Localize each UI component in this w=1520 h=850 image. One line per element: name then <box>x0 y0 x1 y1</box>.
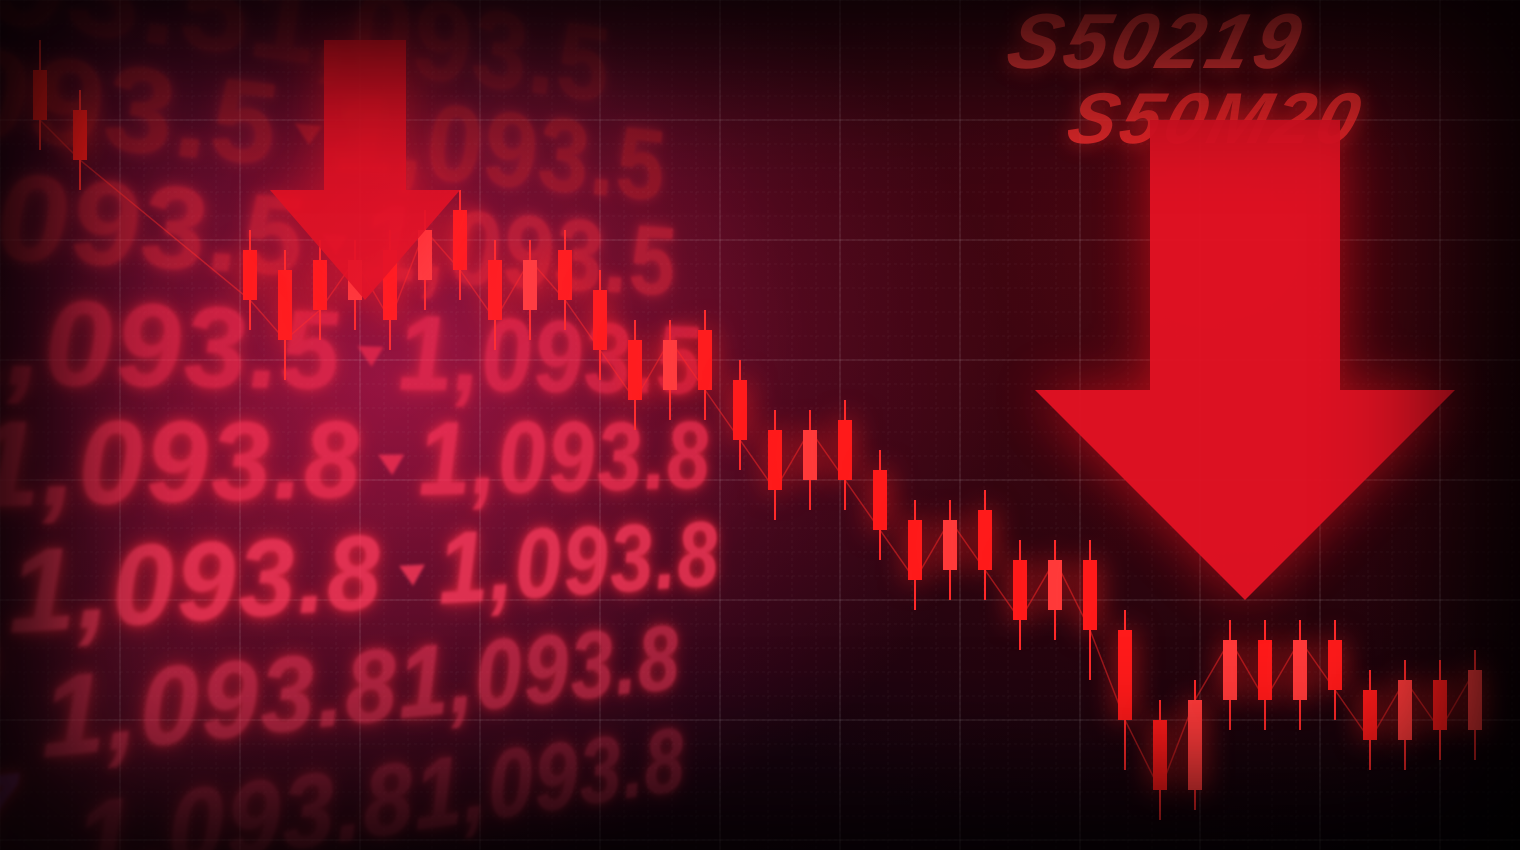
ticker-label: 1,093.8 <box>7 514 385 660</box>
ticker-value: 1,093.5 <box>394 291 705 414</box>
down-triangle-icon <box>399 564 426 586</box>
ticker-value: 1,093.8 <box>412 711 689 850</box>
down-arrow-icon <box>1035 120 1455 600</box>
ticker-value: 1,093.5 <box>359 179 680 316</box>
index-symbol: S50M20 <box>1060 78 1373 160</box>
ticker-row: 1,093.81,093.8 <box>73 710 689 850</box>
ticker-label: 1,093.8 <box>40 628 401 783</box>
ticker-label: 1,093.8 <box>0 397 364 534</box>
stock-crash-graphic: 1,093.51,093.51,093.51,093.51,093.51,093… <box>0 0 1520 850</box>
ticker-label: 1,093.5 <box>0 2 280 191</box>
ticker-row: 1,093.81,093.8 <box>40 606 683 786</box>
ticker-value: 1,093.5 <box>332 68 668 223</box>
down-triangle-icon <box>321 234 348 256</box>
ticker-row: 1,093.8 1,093.8 <box>7 502 723 662</box>
ticker-label: 1,093.5 <box>0 136 307 300</box>
ticker-row: 1,093.8 1,093.8 <box>0 396 714 537</box>
ticker-value: 1,093.8 <box>396 607 684 741</box>
ticker-value: 1,093.8 <box>415 401 714 519</box>
ticker-label: 1,093.5 <box>0 0 252 82</box>
left-index-number: 17 <box>0 752 20 850</box>
ticker-row: 1,093.51,093.5 <box>0 0 669 225</box>
down-arrow-icon <box>270 40 460 300</box>
index-symbol: S50219 <box>999 0 1315 87</box>
ticker-label: 1,093.8 <box>73 743 417 850</box>
ticker-value: 1,093.5 <box>248 0 614 126</box>
ticker-board: 1,093.51,093.51,093.51,093.51,093.51,093… <box>0 0 1139 850</box>
down-triangle-icon <box>358 347 385 368</box>
ticker-label: 1,093.5 <box>0 268 343 413</box>
ticker-row: 1,093.5 1,093.5 <box>0 266 705 416</box>
down-triangle-icon <box>295 123 323 146</box>
left-index-number: 20 <box>0 614 1 746</box>
ticker-row: 1,093.5 1,093.5 <box>0 134 680 319</box>
ticker-value: 1,093.8 <box>435 503 723 627</box>
ticker-row: 1,093.51,093.5 <box>0 0 613 127</box>
down-triangle-icon <box>378 454 405 475</box>
